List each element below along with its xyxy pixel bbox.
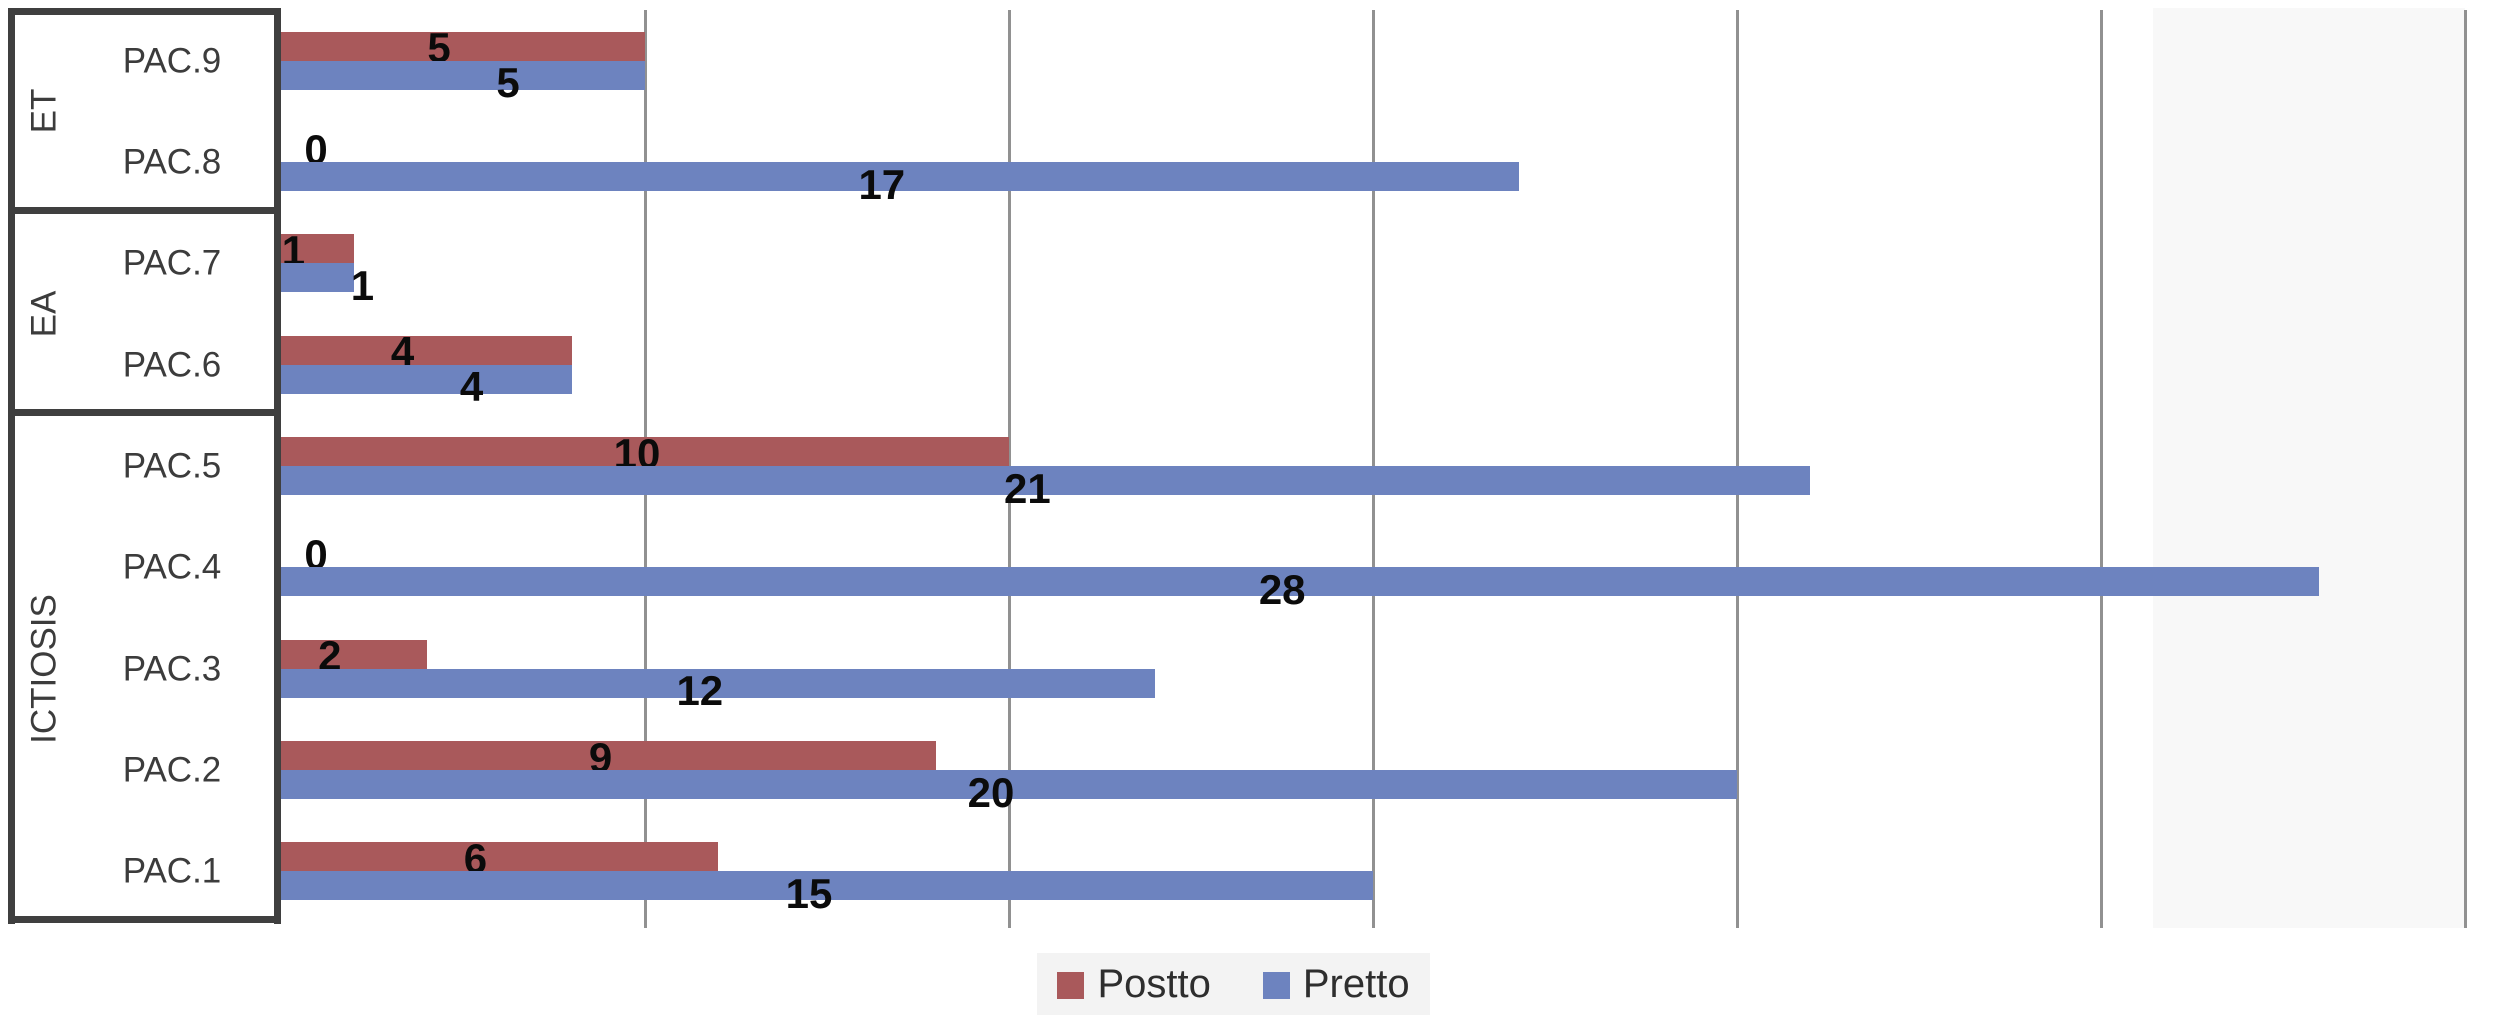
legend-item-pretto: Pretto <box>1262 962 1410 1006</box>
data-label-pretto-PAC.1: 15 <box>785 869 833 917</box>
data-label-postto-PAC.6: 4 <box>390 328 415 376</box>
data-label-pretto-PAC.7: 1 <box>350 261 375 309</box>
bar-pretto-PAC.4 <box>281 567 2320 597</box>
group-label-ictiosis: ICTIOSIS <box>24 593 64 744</box>
category-label-PAC.1: PAC.1 <box>122 851 222 891</box>
data-label-pretto-PAC.9: 5 <box>496 59 520 107</box>
category-label-PAC.6: PAC.6 <box>122 345 222 385</box>
bar-postto-PAC.7 <box>281 234 354 264</box>
bar-pretto-PAC.3 <box>281 668 1155 698</box>
panel-left-border <box>8 8 15 924</box>
bar-postto-PAC.2 <box>281 741 937 770</box>
panel-bottom-border <box>8 916 281 923</box>
bar-pretto-PAC.2 <box>281 770 1737 799</box>
data-label-postto-PAC.3: 2 <box>318 632 342 680</box>
category-label-PAC.9: PAC.9 <box>122 41 222 81</box>
legend-swatch-pretto <box>1262 972 1290 999</box>
category-label-PAC.8: PAC.8 <box>122 142 222 182</box>
data-label-pretto-PAC.4: 28 <box>1258 565 1306 613</box>
plot-edge-band <box>2153 8 2465 928</box>
legend-label-postto: Postto <box>1097 962 1211 1006</box>
category-label-PAC.5: PAC.5 <box>122 446 222 486</box>
category-label-PAC.3: PAC.3 <box>122 649 222 689</box>
legend-item-postto: Postto <box>1057 962 1211 1006</box>
gridline-30 <box>2463 10 2467 928</box>
bar-postto-PAC.6 <box>281 335 573 365</box>
data-label-postto-PAC.1: 6 <box>463 834 488 882</box>
data-label-postto-PAC.2: 9 <box>588 733 613 781</box>
group-separator <box>8 206 281 214</box>
data-label-postto-PAC.8: 0 <box>304 125 328 173</box>
data-label-postto-PAC.9: 5 <box>427 24 451 72</box>
group-separator <box>8 409 281 417</box>
data-label-pretto-PAC.2: 20 <box>967 768 1015 816</box>
legend-swatch-postto <box>1057 972 1085 999</box>
group-label-et: ET <box>24 88 64 134</box>
legend: Postto Pretto <box>1037 953 1430 1015</box>
category-label-PAC.2: PAC.2 <box>122 750 222 790</box>
data-label-pretto-PAC.8: 17 <box>858 160 906 208</box>
data-label-postto-PAC.4: 0 <box>304 530 328 578</box>
bar-postto-PAC.5 <box>281 437 1009 466</box>
data-label-pretto-PAC.5: 21 <box>1004 464 1051 512</box>
bar-pretto-PAC.6 <box>281 364 573 394</box>
panel-top-border <box>8 8 281 15</box>
bar-pretto-PAC.7 <box>281 263 354 293</box>
bar-postto-PAC.1 <box>281 842 718 872</box>
category-label-PAC.7: PAC.7 <box>122 243 222 283</box>
bar-pretto-PAC.1 <box>281 871 1373 901</box>
bar-pretto-PAC.9 <box>281 60 645 90</box>
bar-postto-PAC.9 <box>281 31 645 61</box>
group-label-ea: EA <box>24 290 64 338</box>
bar-pretto-PAC.5 <box>281 466 1810 495</box>
category-label-PAC.4: PAC.4 <box>122 547 222 587</box>
data-label-postto-PAC.7: 1 <box>281 226 306 274</box>
data-label-pretto-PAC.3: 12 <box>676 667 724 715</box>
bar-postto-PAC.3 <box>281 639 427 669</box>
value-axis-line <box>274 8 281 924</box>
data-label-pretto-PAC.6: 4 <box>459 363 484 411</box>
gridline-25 <box>2099 10 2103 928</box>
bar-pretto-PAC.8 <box>281 162 1519 191</box>
legend-label-pretto: Pretto <box>1302 962 1410 1006</box>
